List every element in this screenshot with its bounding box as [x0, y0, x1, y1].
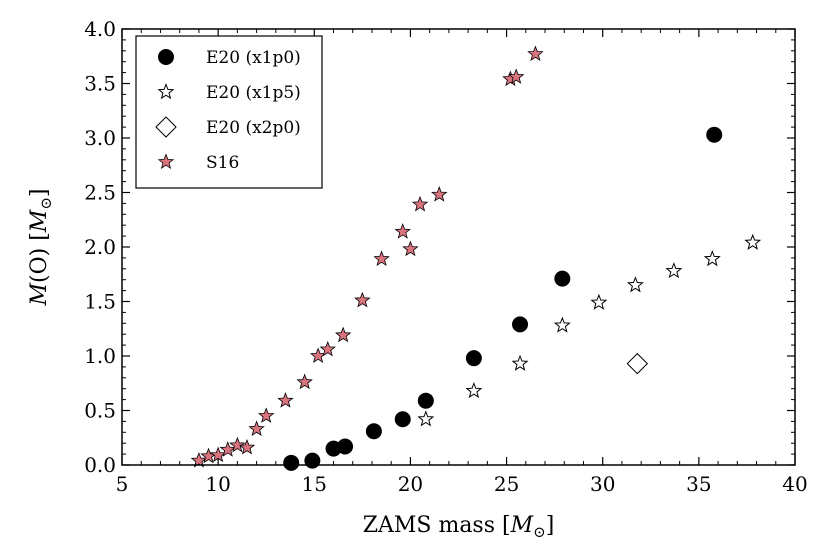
- y-tick-label: 2.5: [84, 181, 116, 205]
- point-s16: [527, 45, 544, 62]
- point-e20-x1p5: [744, 233, 762, 250]
- x-axis-label-sub: ⊙: [533, 523, 546, 541]
- legend-label-e20-x2p0: E20 (x2p0): [206, 118, 301, 138]
- y-axis-label-symbol2: M: [27, 209, 52, 233]
- legend: E20 (x1p0) E20 (x1p5) E20 (x2p0) S16: [135, 35, 323, 189]
- point-s16: [411, 195, 429, 212]
- point-s16: [394, 223, 411, 239]
- y-axis-label: M(O) [M⊙]: [27, 188, 55, 306]
- point-e20-x1p5: [553, 316, 571, 333]
- point-s16: [373, 250, 390, 266]
- point-e20-x1p5: [417, 410, 435, 427]
- point-e20-x1p0: [554, 270, 571, 287]
- point-e20-x1p5: [703, 250, 721, 267]
- point-s16: [229, 436, 246, 453]
- legend-marker-e20-x2p0: [155, 116, 177, 138]
- legend-label-e20-x1p5: E20 (x1p5): [206, 83, 301, 103]
- x-axis-label: ZAMS mass [M⊙]: [363, 513, 555, 541]
- x-tick-label: 40: [782, 472, 807, 496]
- y-tick-label: 0.5: [84, 399, 116, 423]
- y-tick-label: 4.0: [84, 17, 116, 41]
- y-tick-label: 1.0: [84, 344, 116, 368]
- legend-marker-e20-x1p0: [158, 49, 174, 65]
- y-tick-label: 3.0: [84, 126, 116, 150]
- x-axis-label-prefix: ZAMS mass [: [363, 513, 511, 538]
- x-tick-label: 30: [590, 472, 615, 496]
- y-tick-label: 3.5: [84, 72, 116, 96]
- point-s16: [248, 420, 265, 437]
- point-e20-x1p0: [706, 126, 723, 143]
- y-axis-label-suffix: ]: [27, 188, 52, 197]
- point-e20-x1p5: [626, 276, 644, 293]
- point-e20-x1p0: [283, 454, 300, 471]
- legend-marker-e20-x1p5: [157, 83, 175, 100]
- y-tick-label: 0.0: [84, 453, 116, 477]
- point-e20-x1p5: [665, 262, 683, 279]
- point-e20-x2p0: [626, 352, 649, 375]
- x-axis-label-symbol: M: [510, 513, 534, 538]
- point-s16: [334, 326, 352, 343]
- point-e20-x1p0: [337, 438, 354, 455]
- y-tick-label: 2.0: [84, 235, 116, 259]
- point-e20-x1p0: [417, 392, 434, 409]
- x-axis-label-suffix: ]: [546, 513, 555, 538]
- point-s16: [354, 291, 371, 308]
- point-e20-x1p0: [465, 350, 482, 367]
- x-tick-label: 10: [205, 472, 230, 496]
- point-s16: [296, 373, 313, 390]
- point-e20-x1p0: [304, 452, 321, 469]
- point-s16: [238, 438, 256, 455]
- x-tick-label: 5: [116, 472, 129, 496]
- point-e20-x1p0: [394, 411, 411, 428]
- point-e20-x1p5: [465, 381, 483, 399]
- y-axis-label-sub: ⊙: [37, 197, 55, 210]
- plot-frame: [121, 28, 796, 466]
- x-tick-label: 25: [494, 472, 519, 496]
- legend-marker-s16: [157, 153, 175, 169]
- x-tick-label: 15: [302, 472, 327, 496]
- point-s16: [507, 68, 525, 84]
- x-tick-label: 20: [398, 472, 423, 496]
- point-e20-x1p5: [511, 354, 529, 371]
- point-s16: [431, 186, 448, 202]
- point-s16: [209, 446, 227, 463]
- y-axis-label-mid: (O) [: [27, 232, 52, 283]
- point-e20-x1p0: [365, 423, 382, 440]
- point-s16: [277, 392, 294, 408]
- point-s16: [258, 407, 275, 423]
- points-layer: [190, 45, 762, 471]
- point-s16: [402, 240, 419, 257]
- point-s16: [190, 452, 208, 468]
- x-tick-label: 35: [686, 472, 711, 496]
- point-s16: [219, 441, 236, 457]
- y-tick-label: 1.5: [84, 290, 116, 314]
- point-e20-x1p5: [590, 293, 608, 310]
- point-s16: [319, 340, 336, 357]
- legend-label-e20-x1p0: E20 (x1p0): [206, 48, 301, 68]
- point-e20-x1p0: [512, 316, 529, 333]
- y-axis-label-symbol: M: [27, 283, 52, 307]
- legend-label-s16: S16: [206, 153, 239, 173]
